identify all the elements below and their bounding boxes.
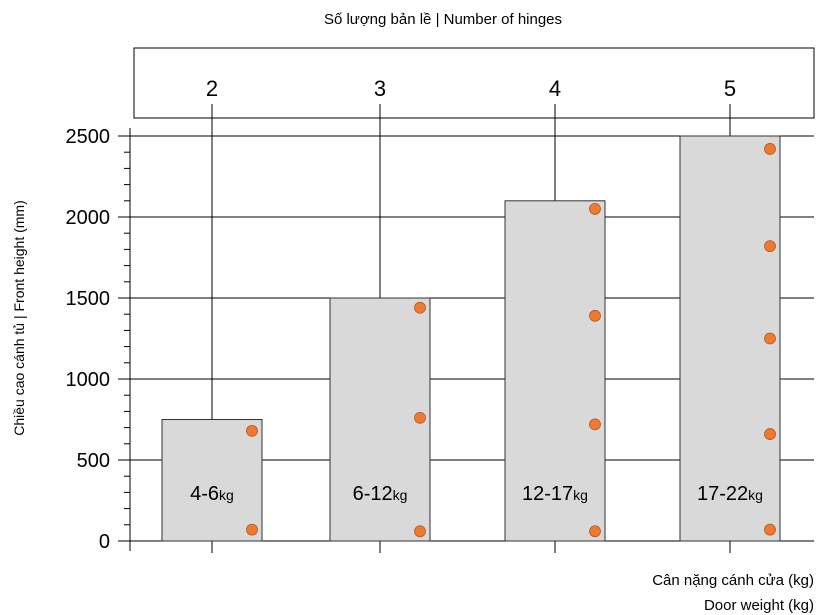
y-axis: 0 500 1000 1500 2000 2500 <box>66 126 131 553</box>
hinge-dot-1-0 <box>414 301 426 314</box>
y-tick-label-0: 0 <box>99 531 110 553</box>
hinge-dot-3-2 <box>764 332 776 345</box>
bar-label-range-2: 12-17 <box>522 483 573 505</box>
hinge-count-label-1: 3 <box>374 76 386 101</box>
bar-2 <box>504 200 606 542</box>
hinge-dots <box>246 143 776 538</box>
bars <box>161 135 781 542</box>
hinge-dot-2-3 <box>589 525 601 538</box>
bar-label-0: 4-6kg <box>190 483 234 505</box>
bar-label-unit-1: kg <box>393 487 408 503</box>
bar-label-range-0: 4-6 <box>190 483 219 505</box>
bar-label-3: 17-22kg <box>697 483 763 505</box>
bar-label-1: 6-12kg <box>353 483 408 505</box>
hinge-dot-2-2 <box>589 418 601 431</box>
hinge-count-labels: 2 3 4 5 <box>206 76 736 101</box>
bar-label-range-1: 6-12 <box>353 483 393 505</box>
hinge-dot-3-4 <box>764 523 776 536</box>
bar-labels: 4-6kg 6-12kg 12-17kg 17-22kg <box>190 483 763 505</box>
hinge-dot-2-1 <box>589 309 601 322</box>
hinge-connectors <box>211 104 731 553</box>
x-axis-label-line-1: Cân nặng cánh cửa (kg) <box>652 572 814 589</box>
y-tick-label-5: 2500 <box>66 126 111 148</box>
bar-label-2: 12-17kg <box>522 483 588 505</box>
bar-3 <box>679 135 781 542</box>
hinge-dot-1-2 <box>414 525 426 538</box>
hinge-dot-3-1 <box>764 240 776 253</box>
bar-label-unit-3: kg <box>748 487 763 503</box>
bar-1 <box>329 297 431 542</box>
hinge-dot-0-0 <box>246 424 258 437</box>
hinge-count-label-2: 4 <box>549 76 561 101</box>
hinge-dot-3-3 <box>764 428 776 440</box>
hinge-count-header-box <box>133 47 815 119</box>
bar-label-range-3: 17-22 <box>697 483 748 505</box>
hinge-dot-1-1 <box>414 411 426 424</box>
hinge-count-label-3: 5 <box>724 76 736 101</box>
hinge-dot-3-0 <box>764 143 776 155</box>
y-tick-label-4: 2000 <box>66 207 111 229</box>
x-axis-label-line-2: Door weight (kg) <box>704 597 814 614</box>
hinge-dot-2-0 <box>589 202 601 215</box>
bar-label-unit-0: kg <box>219 487 234 503</box>
chart-title: Số lượng bản lề | Number of hinges <box>324 11 562 28</box>
y-tick-label-1: 500 <box>77 450 110 472</box>
hinge-dot-0-1 <box>246 523 258 536</box>
y-tick-label-3: 1500 <box>66 288 111 310</box>
y-tick-label-2: 1000 <box>66 369 111 391</box>
bar-0 <box>161 419 263 542</box>
y-axis-label: Chiều cao cánh tủ | Front height (mm) <box>11 200 27 436</box>
bar-label-unit-2: kg <box>573 487 588 503</box>
hinge-count-label-0: 2 <box>206 76 218 101</box>
